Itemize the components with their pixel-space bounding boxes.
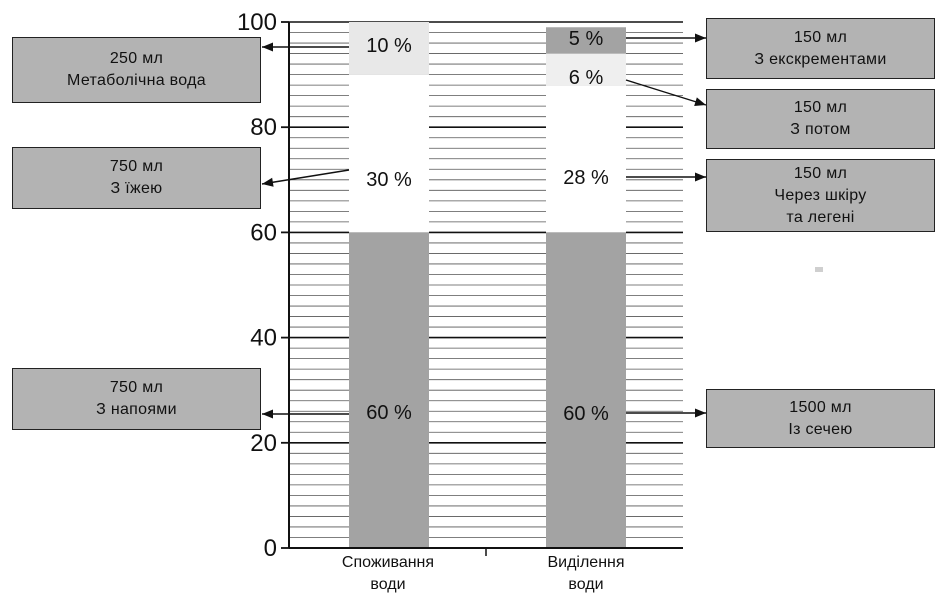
bar-segment: [349, 232, 429, 548]
annotation-desc: З їжею: [110, 180, 163, 197]
x-category-line1: Виділення: [547, 554, 625, 571]
annotation-intake-drinks: 750 мл З напоями: [12, 368, 261, 430]
segment-label: 30 %: [366, 169, 412, 191]
annotation-intake-food: 750 мл З їжею: [12, 147, 261, 209]
bar-segment: [546, 232, 626, 548]
y-tick-label: 0: [264, 535, 277, 562]
annotation-out-sweat: 150 мл З потом: [706, 89, 935, 149]
arrow-metabolic-head: [262, 42, 273, 52]
x-category-line1: Споживання: [341, 554, 435, 571]
x-category-line2: води: [568, 576, 604, 593]
annotation-desc: З потом: [790, 121, 851, 138]
y-tick-label: 40: [250, 325, 277, 352]
annotation-desc: Метаболічна вода: [67, 72, 206, 89]
arrow-sweat: [625, 79, 707, 106]
annotation-desc: З напоями: [96, 401, 177, 418]
annotation-amount: 150 мл: [793, 164, 848, 182]
annotation-amount: 150 мл: [793, 99, 848, 116]
bar-segment: [349, 22, 429, 75]
y-tick-label: 60: [250, 219, 277, 246]
segment-label: 28 %: [563, 167, 609, 189]
arrow-drinks-head: [262, 409, 273, 419]
bar-segment: [546, 85, 626, 233]
segment-label: 10 %: [366, 35, 412, 57]
bar-segment: [546, 53, 626, 86]
axes-group: [281, 21, 683, 556]
annotation-desc: Із сечею: [788, 420, 853, 438]
arrow-feces-head: [695, 33, 706, 43]
annotation-out-urine: 1500 мл Із сечею: [706, 389, 935, 448]
x-category-line2: води: [370, 576, 406, 593]
annotation-arrows: [261, 33, 707, 419]
annotation-amount: 250 мл: [109, 50, 164, 67]
annotation-amount: 750 мл: [109, 158, 164, 175]
segment-label: 5 %: [569, 28, 604, 50]
arrow-food-head: [262, 177, 274, 187]
annotation-amount: 150 мл: [793, 28, 848, 46]
y-tick-labels: 0 20 40 60 80 100: [237, 9, 277, 562]
x-category-intake: Споживання води: [318, 552, 458, 596]
annotation-desc-line2: та легені: [786, 208, 855, 226]
segment-label: 60 %: [563, 403, 609, 425]
annotation-intake-metabolic: 250 мл Метаболічна вода: [12, 37, 261, 103]
annotation-desc-line1: Через шкіру: [774, 186, 867, 204]
y-tick-label: 80: [250, 114, 277, 141]
y-tick-label: 100: [237, 9, 277, 36]
arrow-sweat-head: [694, 97, 706, 107]
x-category-output: Виділення води: [516, 552, 656, 596]
arrow-skin-head: [695, 172, 706, 182]
bar-segment: [546, 27, 626, 54]
annotation-amount: 750 мл: [109, 379, 164, 396]
bar-segment: [349, 74, 429, 233]
segment-label: 6 %: [569, 67, 604, 89]
segment-label: 60 %: [366, 402, 412, 424]
y-tick-label: 20: [250, 430, 277, 457]
annotation-out-feces: 150 мл З екскрементами: [706, 18, 935, 79]
bars-group: 60 % 30 % 10 % 60 % 28 % 6 % 5 %: [349, 22, 626, 548]
arrow-urine-head: [695, 408, 706, 418]
stray-mark: [815, 267, 823, 272]
annotation-amount: 1500 мл: [789, 398, 852, 416]
arrow-food: [261, 169, 350, 185]
annotation-out-skin: 150 мл Через шкіру та легені: [706, 159, 935, 232]
annotation-desc: З екскрементами: [754, 50, 887, 68]
